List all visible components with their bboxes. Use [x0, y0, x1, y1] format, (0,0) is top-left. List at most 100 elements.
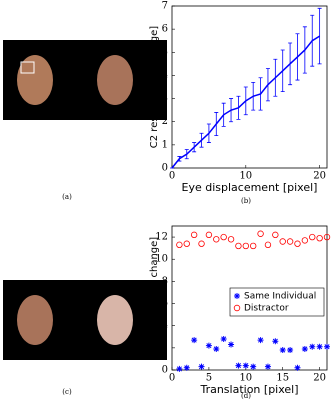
y-tick-label: 0	[162, 163, 168, 174]
legend-label: Distractor	[244, 304, 289, 314]
x-tick-label: 10	[239, 171, 252, 182]
plot-frame	[171, 5, 328, 169]
error-bar	[177, 156, 182, 162]
marker	[272, 338, 279, 345]
y-tick-label: 3	[162, 93, 168, 104]
error-bar	[258, 77, 263, 111]
y-tick-label: 4	[162, 320, 168, 331]
marker	[250, 363, 257, 370]
y-tick-label: 2	[162, 342, 168, 353]
y-tick-label: 4	[162, 70, 168, 81]
error-bar	[214, 112, 219, 136]
marker	[264, 241, 272, 249]
y-tick-label: 12	[155, 232, 168, 243]
caption: (d)	[241, 392, 251, 400]
y-tick-label: 7	[162, 1, 168, 12]
legend-marker	[233, 304, 241, 312]
x-tick-label: 20	[313, 373, 326, 384]
marker	[198, 363, 205, 370]
legend-marker	[234, 293, 240, 299]
y-tick-label: 1	[162, 139, 168, 150]
error-bar	[243, 86, 248, 116]
marker	[220, 335, 227, 342]
marker	[190, 231, 198, 239]
error-bar	[229, 98, 234, 123]
legend-label: Same Individual	[244, 292, 316, 302]
marker	[286, 238, 294, 245]
error-bar	[302, 26, 307, 74]
marker	[213, 345, 220, 352]
marker	[235, 242, 242, 250]
y-tick-label: 10	[155, 254, 168, 265]
marker	[205, 342, 212, 349]
error-bar	[288, 42, 293, 86]
marker	[287, 347, 294, 354]
marker	[301, 237, 309, 244]
marker	[213, 236, 220, 243]
error-bar	[280, 49, 285, 93]
x-tick-label: 10	[239, 373, 252, 384]
face-images-c	[3, 280, 167, 360]
marker	[183, 240, 190, 247]
error-bar	[295, 33, 300, 81]
y-tick-label: 6	[162, 298, 168, 309]
caption: (b)	[241, 197, 251, 205]
y-tick-label: 5	[162, 47, 168, 58]
marker	[220, 233, 227, 241]
marker	[227, 236, 235, 243]
marker	[301, 345, 308, 352]
marker	[294, 364, 301, 371]
x-tick-label: 0	[169, 373, 175, 384]
error-bar	[199, 132, 204, 148]
y-axis-label: C2 response [% change]	[149, 26, 160, 149]
error-bar	[184, 149, 189, 160]
x-axis-label: Eye displacement [pixel]	[182, 181, 318, 194]
error-bar	[310, 14, 315, 67]
x-tick-label: 5	[206, 373, 212, 384]
marker	[309, 233, 316, 241]
y-axis-label: C2 response [% change]	[149, 237, 160, 360]
legend-box	[229, 287, 325, 317]
x-tick-label: 15	[276, 373, 289, 384]
marker	[242, 242, 250, 250]
marker	[294, 240, 301, 247]
x-tick-label: 0	[169, 171, 175, 182]
error-bar	[265, 68, 270, 102]
marker	[264, 363, 271, 370]
caption: (a)	[62, 193, 72, 201]
error-bar	[206, 123, 211, 143]
x-axis-label: Translation [pixel]	[199, 383, 298, 396]
marker	[235, 362, 242, 369]
marker	[316, 234, 323, 242]
y-tick-label: 0	[162, 365, 168, 376]
y-tick-label: 6	[162, 24, 168, 35]
marker	[176, 241, 183, 249]
marker	[176, 365, 183, 372]
marker	[228, 341, 235, 348]
caption: (c)	[62, 388, 72, 396]
marker	[279, 347, 286, 354]
error-bar	[192, 142, 197, 153]
error-bar	[317, 7, 322, 65]
marker	[324, 343, 330, 350]
x-tick-label: 20	[313, 171, 326, 182]
error-bar	[251, 81, 256, 111]
marker	[249, 242, 257, 250]
marker	[279, 238, 286, 245]
marker	[257, 337, 264, 344]
error-bar	[273, 58, 278, 97]
marker	[309, 343, 316, 350]
error-bar	[221, 102, 226, 127]
marker	[205, 231, 213, 239]
marker	[183, 364, 190, 371]
plot-frame	[171, 225, 328, 371]
y-tick-label: 8	[162, 276, 168, 287]
marker	[272, 231, 279, 239]
marker	[257, 230, 264, 237]
marker	[316, 343, 323, 350]
marker	[191, 337, 198, 344]
marker	[242, 362, 249, 369]
marker	[323, 233, 331, 241]
face-images-a	[3, 40, 167, 120]
